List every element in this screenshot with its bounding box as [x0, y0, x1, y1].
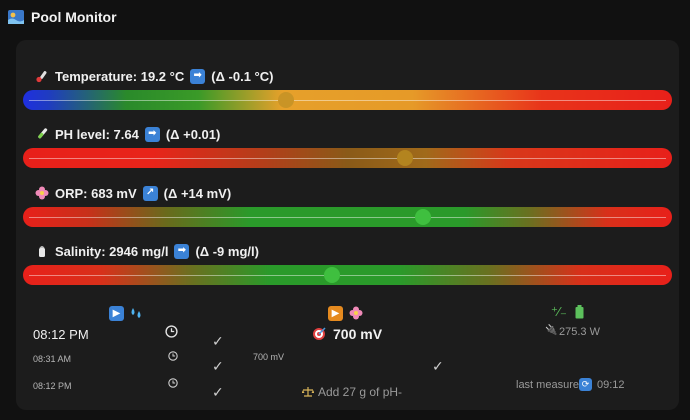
check-icon: ✓	[212, 384, 224, 400]
arrow-right-icon: ➡	[174, 243, 190, 259]
app-header: Pool Monitor	[8, 7, 117, 27]
pool-icon	[8, 10, 24, 24]
sensor-label-row: ORP: 683 mV ↗ (Δ +14 mV)	[23, 184, 672, 202]
plug-icon: 🔌	[545, 325, 558, 336]
orp-gauge-knob	[415, 209, 432, 225]
arrow-right-icon: ➡	[144, 126, 160, 142]
chlorinator-setpoint: 700 mV	[253, 352, 285, 362]
clock-icon	[165, 325, 178, 338]
salt-shaker-icon	[39, 246, 45, 257]
temperature-gauge-knob	[277, 92, 294, 108]
play-icon[interactable]: ▶	[109, 306, 124, 321]
sensor-salinity: Salinity: 2946 mg/l ➡ (Δ -9 mg/l)	[23, 242, 672, 285]
droplets-icon	[131, 308, 141, 318]
salinity-gauge-knob	[323, 267, 340, 283]
power-watts: 275.3 W	[559, 326, 600, 338]
last-measure-label: last measure	[516, 379, 579, 391]
last-measure-time: 09:12	[597, 379, 625, 391]
chlorinator-advice: Add 27 g of pH-	[318, 385, 403, 399]
power-ratio-icon: ⁺⁄₋	[551, 304, 567, 319]
salinity-value: Salinity: 2946 mg/l	[55, 243, 169, 259]
clock-icon	[168, 378, 178, 388]
check-icon: ✓	[212, 333, 224, 349]
refresh-icon[interactable]: ⟳	[579, 378, 592, 391]
arrow-right-icon: ➡	[190, 68, 206, 84]
orp-delta: (Δ +14 mV)	[163, 185, 232, 201]
thermometer-icon	[36, 71, 47, 83]
flower-icon	[349, 306, 363, 320]
sensor-orp: ORP: 683 mV ↗ (Δ +14 mV)	[23, 184, 672, 227]
ph-value: PH level: 7.64	[55, 126, 139, 142]
salinity-gauge	[23, 265, 672, 285]
salinity-delta: (Δ -9 mg/l)	[195, 243, 259, 259]
chlorinator-target: 700 mV	[333, 326, 383, 342]
sensor-label-row: PH level: 7.64 ➡ (Δ +0.01)	[23, 125, 672, 143]
target-icon	[313, 327, 326, 340]
orp-value: ORP: 683 mV	[55, 185, 137, 201]
page-title: Pool Monitor	[31, 9, 117, 25]
pump-history-time: 08:12 PM	[33, 381, 72, 391]
ph-gauge-knob	[396, 150, 413, 166]
temperature-value: Temperature: 19.2 °C	[55, 68, 185, 84]
sensor-label-row: Temperature: 19.2 °C ➡ (Δ -0.1 °C)	[23, 67, 672, 85]
scale-icon	[302, 387, 314, 397]
sensor-label-row: Salinity: 2946 mg/l ➡ (Δ -9 mg/l)	[23, 242, 672, 260]
ph-gauge	[23, 148, 672, 168]
sensor-ph: PH level: 7.64 ➡ (Δ +0.01)	[23, 125, 672, 168]
orp-gauge	[23, 207, 672, 227]
temperature-delta: (Δ -0.1 °C)	[211, 68, 274, 84]
flower-icon	[35, 186, 49, 200]
check-icon: ✓	[212, 358, 224, 374]
test-tube-icon	[38, 128, 48, 139]
pump-current-time: 08:12 PM	[33, 327, 89, 342]
temperature-gauge	[23, 90, 672, 110]
play-icon[interactable]: ▶	[328, 306, 343, 321]
arrow-up-right-icon: ↗	[142, 185, 158, 201]
ph-delta: (Δ +0.01)	[165, 126, 221, 142]
sensor-temperature: Temperature: 19.2 °C ➡ (Δ -0.1 °C)	[23, 67, 672, 110]
clock-icon	[168, 351, 178, 361]
battery-icon	[575, 305, 584, 319]
pool-card: Temperature: 19.2 °C ➡ (Δ -0.1 °C) PH le…	[16, 40, 679, 410]
pump-history-time: 08:31 AM	[33, 354, 72, 364]
check-icon: ✓	[432, 358, 444, 374]
